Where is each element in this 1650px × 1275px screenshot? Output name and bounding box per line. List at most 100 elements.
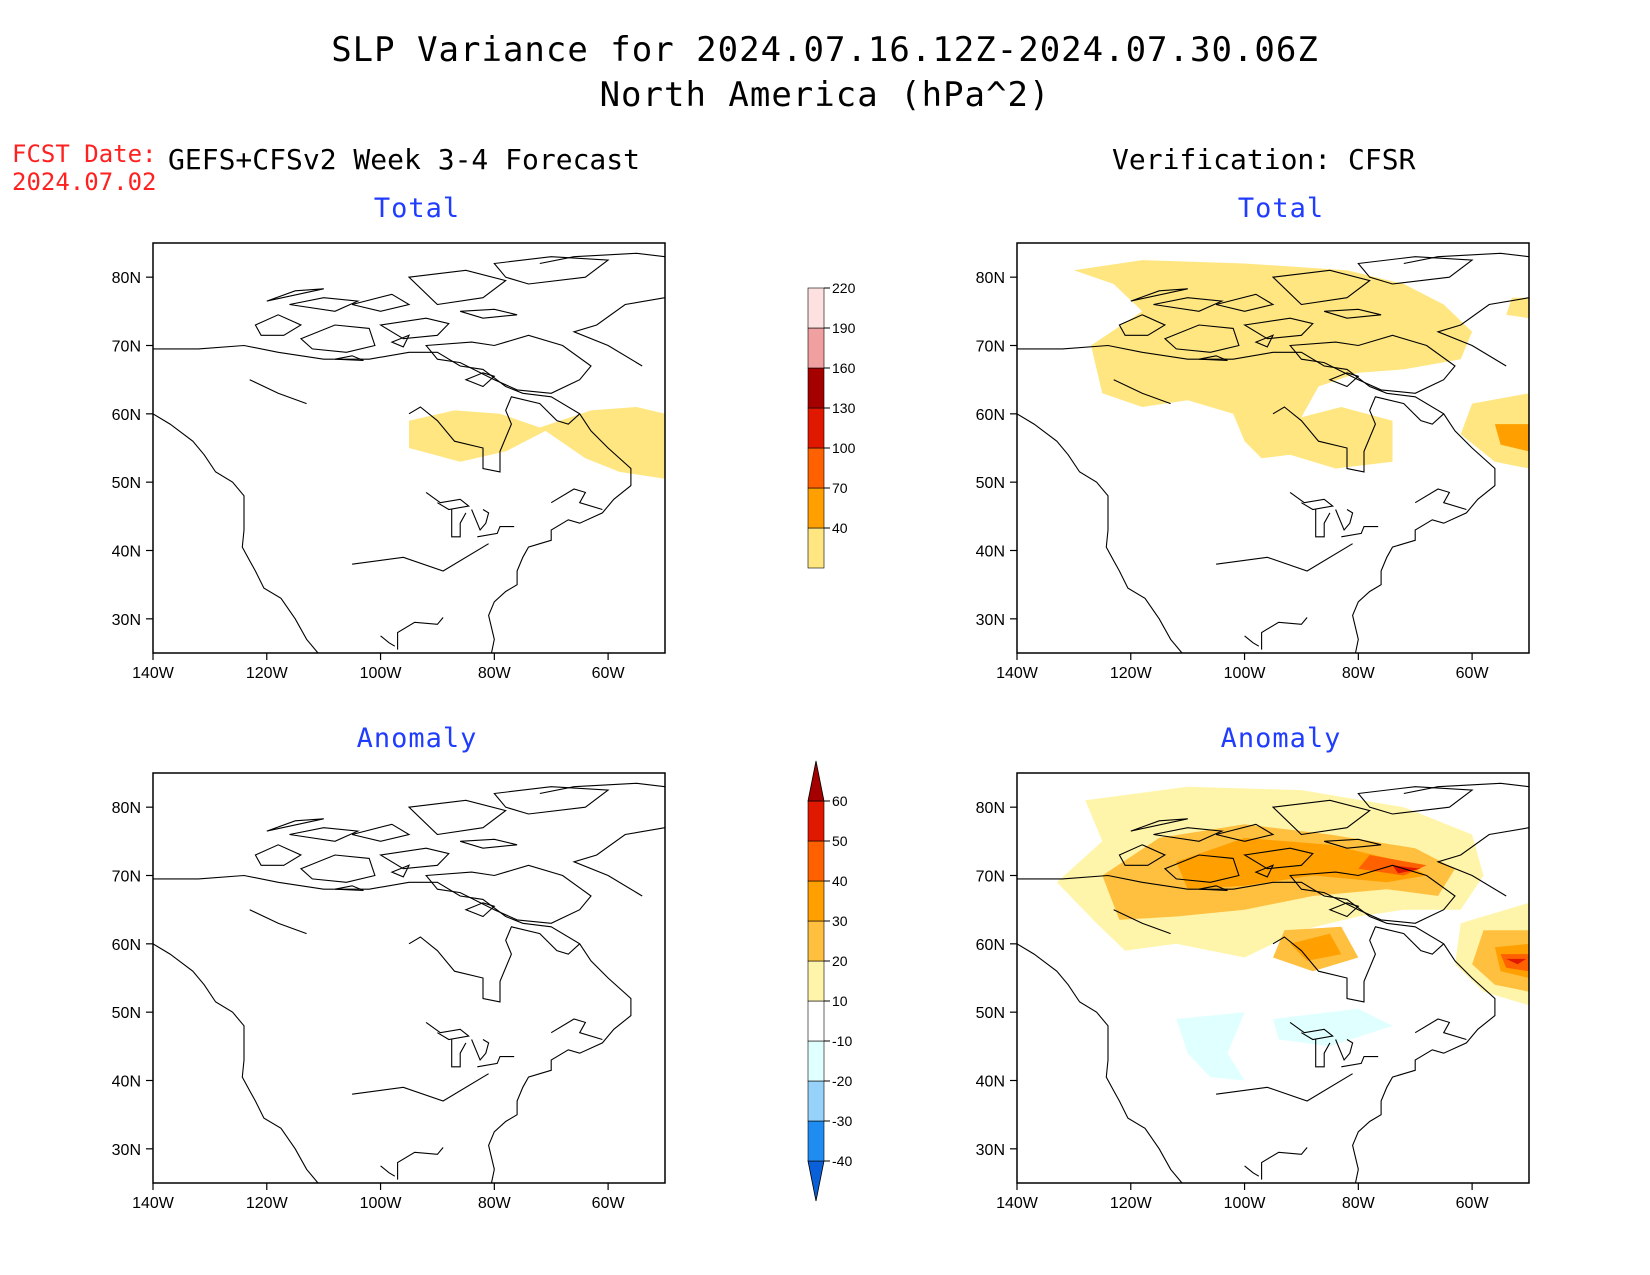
coastline: [408, 396, 581, 473]
forecast-total-title: Total: [373, 193, 461, 224]
main-subtitle: North America (hPa^2): [599, 75, 1051, 115]
verif-total-map: 140W 120W 100W 80W 60W 80N 70N 60N 50N 40N 30N: [976, 242, 1530, 682]
map-frame: [152, 772, 666, 1184]
island-outline: [334, 885, 364, 892]
lat-tick-label: 80N: [976, 270, 1005, 287]
map-frame: [152, 242, 666, 654]
coastline: [1017, 874, 1496, 1183]
lon-tick-label: 140W: [132, 1195, 175, 1212]
greenland-coast: [539, 782, 665, 795]
lon-tick-label: 140W: [996, 1195, 1039, 1212]
lon-tick-label: 80W: [1342, 665, 1376, 682]
lat-tick-label: 30N: [112, 612, 141, 629]
island-outline: [1163, 324, 1240, 353]
lat-tick-label: 50N: [976, 1005, 1005, 1022]
island-outline: [424, 334, 592, 394]
island-outline: [1254, 864, 1275, 878]
coastline: [477, 526, 515, 538]
coastline: [550, 1018, 603, 1041]
coastline: [425, 491, 471, 511]
coastline: [1017, 413, 1183, 653]
coastline: [380, 1165, 396, 1177]
island-outline: [1153, 297, 1224, 312]
island-outline: [1153, 827, 1224, 842]
island-outline: [289, 297, 360, 312]
island-outline: [1130, 818, 1188, 832]
lon-tick-label: 80W: [478, 665, 512, 682]
lon-tick-label: 100W: [1224, 1195, 1267, 1212]
field-contour-fill: [1460, 393, 1529, 469]
island-outline: [1254, 334, 1275, 348]
colorbar-label: 40: [832, 520, 848, 536]
island-outline: [1357, 256, 1474, 285]
coastline: [1289, 491, 1335, 511]
island-outline: [351, 823, 411, 842]
island-outline: [266, 818, 324, 832]
lon-tick-label: 60W: [592, 665, 626, 682]
island-outline: [1324, 308, 1382, 319]
model-label: GEFS+CFSv2 Week 3-4 Forecast: [168, 143, 641, 176]
island-outline: [390, 334, 411, 348]
colorbar-label: 70: [832, 480, 848, 496]
colorbar-label: 160: [832, 360, 856, 376]
lat-tick-label: 60N: [112, 937, 141, 954]
coastline: [1113, 379, 1171, 405]
field-contour-fill: [1176, 837, 1427, 890]
lat-tick-label: 70N: [976, 869, 1005, 886]
lon-tick-label: 140W: [996, 665, 1039, 682]
forecast-anomaly-title: Anomaly: [356, 723, 478, 754]
coastline: [1017, 943, 1183, 1183]
verification-label: Verification: CFSR: [1112, 143, 1416, 176]
coastline: [397, 617, 444, 650]
coastline: [425, 1021, 471, 1041]
greenland-coast: [1436, 827, 1529, 897]
colorbar-label: -30: [832, 1113, 852, 1129]
lat-tick-label: 50N: [976, 475, 1005, 492]
colorbar-segment: [807, 760, 825, 802]
colorbar-segment: [807, 367, 825, 409]
lat-tick-label: 40N: [976, 544, 1005, 561]
coastline: [1289, 1021, 1335, 1041]
island-outline: [1118, 314, 1167, 336]
greenland-coast: [1403, 782, 1529, 795]
colorbar-label: 220: [832, 280, 856, 296]
field-contour-fill: [1494, 424, 1529, 452]
lon-tick-label: 80W: [1342, 1195, 1376, 1212]
coastline: [153, 413, 319, 653]
coastline: [451, 1039, 467, 1068]
verif-total-title: Total: [1237, 193, 1325, 224]
coastline: [249, 379, 307, 405]
field-contour-fill: [409, 407, 665, 479]
island-outline: [424, 864, 592, 924]
lat-tick-label: 30N: [112, 1142, 141, 1159]
coastline: [1414, 1018, 1467, 1041]
island-outline: [1163, 854, 1240, 883]
island-outline: [254, 844, 303, 866]
island-outline: [1328, 372, 1360, 388]
island-outline: [1328, 902, 1360, 918]
greenland-coast: [1436, 297, 1529, 367]
lon-tick-label: 120W: [246, 665, 289, 682]
forecast-anomaly-map: 140W 120W 100W 80W 60W 80N 70N 60N 50N 40N 30N: [112, 772, 666, 1212]
colorbar-segment: [807, 327, 825, 369]
lat-tick-label: 60N: [112, 407, 141, 424]
coastline: [471, 1039, 490, 1062]
lat-tick-label: 80N: [976, 800, 1005, 817]
island-outline: [1215, 823, 1275, 842]
colorbar-label: -20: [832, 1073, 852, 1089]
coastline: [1315, 1039, 1331, 1068]
coastline: [1113, 909, 1171, 935]
island-outline: [379, 847, 450, 870]
coastline: [352, 1073, 489, 1102]
colorbar-segment: [807, 1000, 825, 1042]
island-outline: [1288, 864, 1456, 924]
island-outline: [1271, 269, 1371, 306]
colorbar-segment: [807, 1120, 825, 1162]
coastline: [1261, 617, 1308, 650]
coastline: [1244, 635, 1260, 647]
greenland-coast: [572, 297, 665, 367]
coastline: [153, 344, 632, 653]
fcst-date-block: FCST Date: 2024.07.02: [12, 140, 157, 196]
fcst-date-value: 2024.07.02: [12, 168, 157, 196]
colorbar-segment: [807, 960, 825, 1002]
